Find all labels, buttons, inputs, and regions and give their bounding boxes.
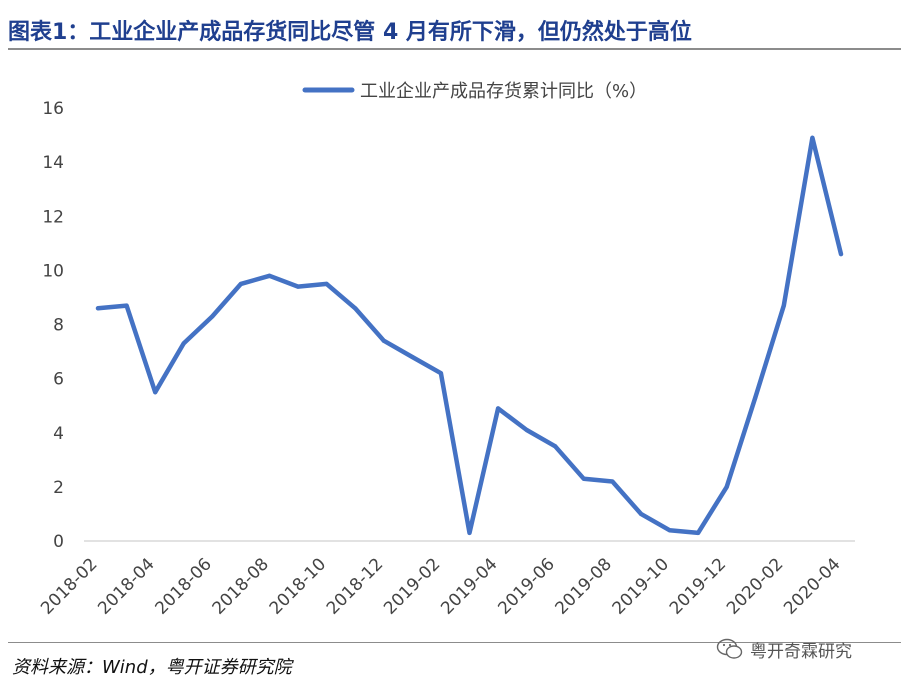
x-tick-label: 2019-08 — [552, 554, 616, 618]
x-tick-label: 2019-04 — [437, 554, 501, 618]
x-tick-label: 2019-10 — [609, 554, 673, 618]
x-tick-label: 2018-12 — [323, 554, 387, 618]
data-point — [153, 390, 158, 395]
data-point — [781, 303, 786, 308]
data-point — [753, 395, 758, 400]
source-note: 资料来源：Wind，粤开证券研究院 — [12, 657, 292, 678]
data-point — [438, 371, 443, 376]
data-point — [124, 303, 129, 308]
x-tick-label: 2018-02 — [37, 554, 101, 618]
chart-legend: 工业企业产成品存货累计同比（%） — [302, 81, 647, 102]
y-axis: 0 2 4 6 8 10 12 14 16 — [42, 99, 64, 552]
data-point — [324, 281, 329, 286]
data-point — [181, 341, 186, 346]
x-tick-label: 2019-06 — [494, 554, 558, 618]
data-point — [96, 306, 100, 311]
data-point — [496, 406, 501, 411]
y-tick-label: 6 — [53, 370, 64, 390]
data-point — [696, 530, 701, 535]
y-tick-label: 10 — [42, 261, 64, 281]
data-point — [638, 511, 643, 516]
x-axis: 2018-022018-042018-062018-082018-102018-… — [37, 554, 844, 618]
watermark: 粤开奇霖研究 — [716, 635, 852, 663]
data-point — [410, 354, 415, 359]
x-tick-label: 2020-04 — [780, 554, 844, 618]
data-point — [810, 135, 815, 140]
data-point — [210, 314, 215, 319]
x-tick-label: 2019-02 — [380, 554, 444, 618]
title-divider — [8, 48, 901, 50]
data-point — [524, 428, 529, 433]
data-point — [610, 479, 615, 484]
x-tick-label: 2020-02 — [723, 554, 787, 618]
y-tick-label: 0 — [53, 532, 64, 552]
data-point — [667, 528, 672, 533]
y-tick-label: 14 — [42, 153, 64, 173]
footer-divider — [8, 642, 901, 643]
y-tick-label: 8 — [53, 316, 64, 336]
x-tick-label: 2018-06 — [151, 554, 215, 618]
data-point — [267, 273, 272, 278]
data-point — [581, 476, 586, 481]
data-point — [553, 444, 558, 449]
series-layer — [95, 135, 844, 536]
data-point — [353, 306, 358, 311]
y-tick-label: 12 — [42, 207, 64, 227]
series-line — [95, 135, 844, 536]
y-tick-label: 4 — [53, 424, 64, 444]
y-tick-label: 16 — [42, 99, 64, 119]
legend-label: 工业企业产成品存货累计同比（%） — [360, 81, 647, 102]
x-tick-label: 2018-10 — [266, 554, 330, 618]
x-tick-label: 2019-12 — [666, 554, 730, 618]
wechat-icon — [716, 638, 743, 659]
watermark-label: 粤开奇霖研究 — [750, 641, 852, 662]
x-tick-label: 2018-08 — [209, 554, 273, 618]
data-point — [467, 530, 472, 535]
data-point — [839, 252, 843, 257]
page-title: 图表1：工业企业产成品存货同比尽管 4 月有所下滑，但仍然处于高位 — [8, 20, 692, 45]
data-point — [381, 338, 386, 343]
data-point — [296, 284, 301, 289]
data-point — [238, 281, 243, 286]
x-tick-label: 2018-04 — [94, 554, 158, 618]
data-point — [724, 484, 729, 489]
y-tick-label: 2 — [53, 478, 64, 498]
